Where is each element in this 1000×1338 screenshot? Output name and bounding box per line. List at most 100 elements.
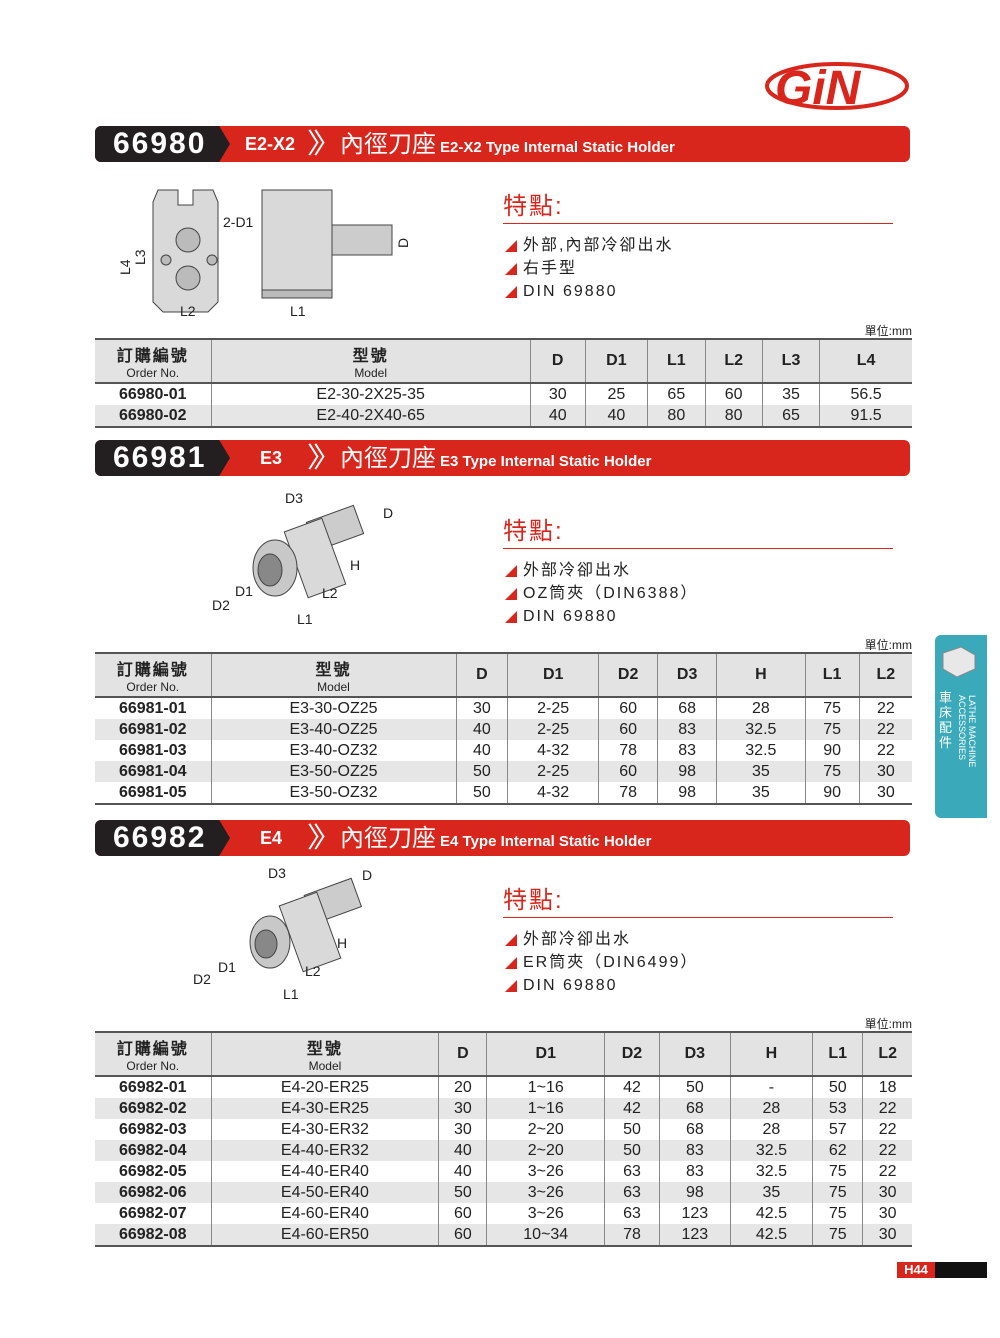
table-cell: 28: [716, 697, 806, 719]
table-cell: 30: [529, 383, 586, 405]
table-cell: 40: [455, 740, 508, 761]
column-header: D3: [657, 652, 717, 698]
svg-text:L4: L4: [117, 259, 133, 275]
table-cell: 2~20: [486, 1119, 605, 1140]
feature-item: 外部,內部冷卻出水: [505, 234, 893, 257]
table-cell: 65: [761, 405, 820, 428]
section-header-66982: 66982 E4 〉〉 內徑刀座 E4 Type Internal Static …: [95, 820, 910, 856]
table-cell: 22: [862, 1119, 912, 1140]
table-cell: 42: [604, 1076, 660, 1098]
table-cell: 66982-07: [118, 1205, 187, 1222]
table-cell: 63: [604, 1203, 660, 1224]
triangle-bullet-icon: [505, 956, 517, 969]
column-header: H: [729, 1031, 813, 1077]
table-row: 66981-03 E3-40-OZ32 40 4-32 78 83 32.5 90 22: [95, 740, 912, 761]
table-row: 66980-02 E2-40-2X40-65 40 40 80 80 65 91.5: [95, 405, 912, 428]
table-cell: E4-30-ER25: [210, 1098, 439, 1119]
side-tab-en: LATHE MACHINE ACCESSORIES: [957, 695, 977, 768]
feature-item: ER筒夾（DIN6499）: [505, 951, 893, 974]
column-header: L1: [812, 1031, 863, 1077]
triangle-bullet-icon: [505, 285, 517, 298]
table-cell: 50: [604, 1140, 660, 1161]
column-header: D: [438, 1031, 487, 1077]
table-cell: 78: [598, 782, 658, 805]
svg-text:D2: D2: [212, 597, 230, 613]
type-code: E2-X2: [245, 134, 296, 154]
unit-label: 單位:mm: [864, 324, 912, 338]
column-header: D1: [584, 338, 648, 384]
table-cell: 28: [729, 1119, 813, 1140]
table-cell: 1~16: [486, 1098, 605, 1119]
table-cell: 2-25: [507, 719, 599, 740]
table-row: 66982-08 E4-60-ER50 60 10~34 78 123 42.5 75 30: [95, 1224, 912, 1247]
side-tab-lathe-accessories[interactable]: 車床配件 LATHE MACHINE ACCESSORIES: [935, 635, 987, 818]
features-title: 特點:: [503, 880, 893, 918]
table-row: 66982-06 E4-50-ER40 50 3~26 63 98 35 75 30: [95, 1182, 912, 1203]
table-cell: 83: [657, 740, 717, 761]
table-cell: 40: [584, 405, 648, 428]
e2-x2-drawing: 2-D1 L4 L3 L2 L1 D: [117, 189, 411, 319]
table-row: 66982-02 E4-30-ER25 30 1~16 42 68 28 53 22: [95, 1098, 912, 1119]
table-cell: 32.5: [729, 1161, 813, 1182]
column-header: H: [716, 652, 806, 698]
table-cell: 50: [604, 1119, 660, 1140]
svg-text:L2: L2: [180, 303, 196, 319]
spec-table-66982: 訂購編號 Order No. 型號 Model D D1 D2 D3 H L1 L2 66982-01…: [95, 1031, 912, 1247]
table-row: 66981-04 E3-50-OZ25 50 2-25 60 98 35 75 30: [95, 761, 912, 782]
table-cell: 98: [658, 1182, 731, 1203]
page-number-badge: H44: [897, 1262, 987, 1278]
table-cell: 32.5: [716, 740, 806, 761]
triangle-bullet-icon: [505, 610, 517, 623]
svg-text:D: D: [362, 867, 372, 883]
table-cell: 42.5: [729, 1203, 813, 1224]
table-cell: 63: [604, 1161, 660, 1182]
svg-text:D1: D1: [235, 583, 253, 599]
table-cell: 75: [812, 1182, 863, 1203]
feature-item: 外部冷卻出水: [505, 928, 893, 951]
table-cell: E4-40-ER40: [210, 1161, 439, 1182]
table-row: 66981-02 E3-40-OZ25 40 2-25 60 83 32.5 75 22: [95, 719, 912, 740]
table-row: 66982-05 E4-40-ER40 40 3~26 63 83 32.5 75 22: [95, 1161, 912, 1182]
table-cell: E4-60-ER50: [210, 1224, 439, 1247]
table-cell: 50: [455, 782, 508, 805]
e3-drawing: D3 D H D1 L2 D2 L1: [212, 490, 393, 627]
table-cell: 1~16: [486, 1076, 605, 1098]
section-title: 內徑刀座 E2-X2 Type Internal Static Holder: [340, 131, 675, 158]
unit-label: 單位:mm: [864, 638, 912, 652]
table-cell: 75: [812, 1224, 863, 1247]
table-cell: 60: [704, 383, 763, 405]
table-cell: E3-50-OZ25: [210, 761, 457, 782]
table-cell: 83: [658, 1140, 731, 1161]
svg-text:H: H: [337, 935, 347, 951]
table-cell: 50: [658, 1076, 731, 1098]
section-title: 內徑刀座 E3 Type Internal Static Holder: [340, 445, 652, 472]
table-cell: 40: [438, 1140, 487, 1161]
column-header: 訂購編號 Order No.: [95, 1031, 211, 1077]
spec-table-66981: 訂購編號 Order No. 型號 Model D D1 D2 D3 H L1 L2 66981-01…: [95, 652, 912, 805]
table-cell: 123: [658, 1224, 731, 1247]
svg-text:D3: D3: [285, 490, 303, 506]
table-cell: 30: [862, 1203, 912, 1224]
table-cell: 22: [862, 1161, 912, 1182]
column-header: D2: [598, 652, 658, 698]
spec-table-66980: 訂購編號 Order No. 型號 Model D D1 L1 L2 L3 L4 66980-01 E…: [95, 338, 912, 428]
e4-drawing: D3 D H D1 L2 D2 L1: [193, 865, 372, 1002]
column-header: L1: [647, 338, 705, 384]
svg-text:D2: D2: [193, 971, 211, 987]
table-cell: E2-30-2X25-35: [210, 383, 531, 405]
table-cell: 80: [704, 405, 763, 428]
table-cell: 75: [804, 761, 860, 782]
feature-item: DIN 69880: [505, 974, 893, 997]
table-cell: 90: [804, 782, 860, 805]
table-cell: 75: [804, 719, 860, 740]
table-cell: 91.5: [819, 405, 912, 428]
svg-text:L1: L1: [283, 986, 299, 1002]
table-cell: 66981-04: [95, 761, 211, 782]
table-cell: 28: [729, 1098, 813, 1119]
column-header: L3: [761, 338, 820, 384]
table-cell: 60: [598, 697, 658, 719]
feature-item: 右手型: [505, 257, 893, 280]
table-cell: 90: [804, 740, 860, 761]
table-cell: 57: [812, 1119, 863, 1140]
table-cell: 60: [598, 719, 658, 740]
